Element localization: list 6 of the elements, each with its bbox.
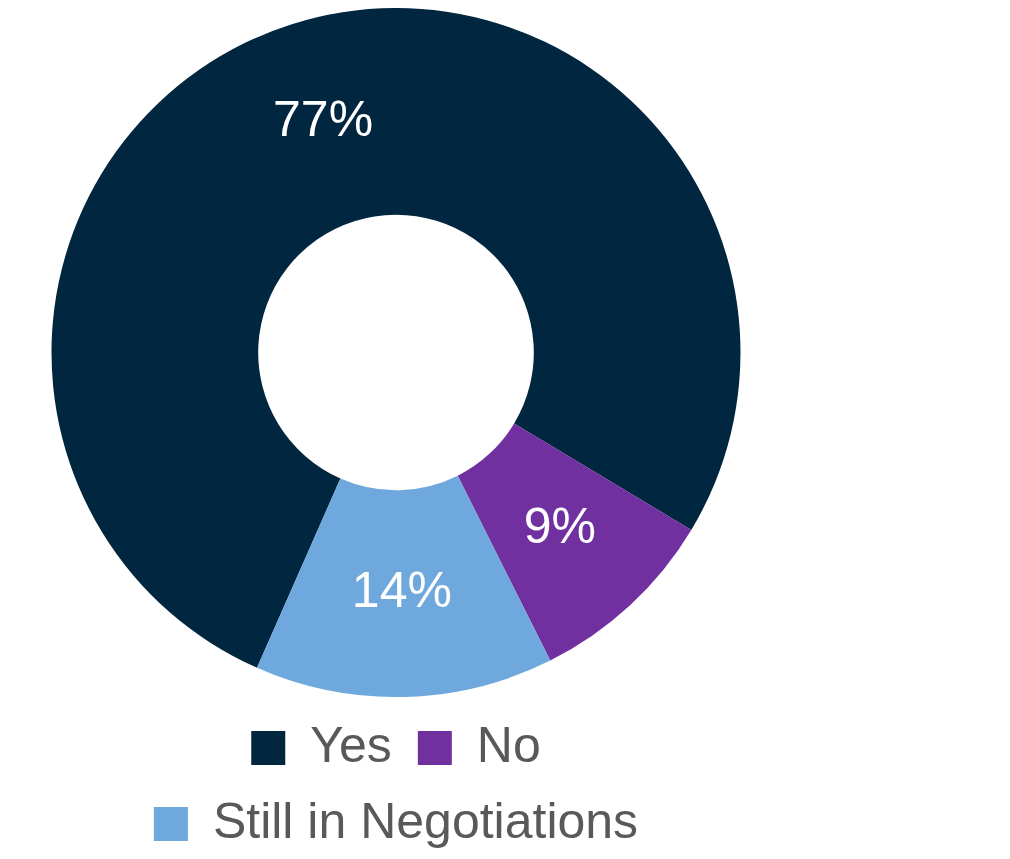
data-label: 14% bbox=[351, 562, 452, 619]
data-label: 9% bbox=[523, 498, 596, 555]
legend-label: Still in Negotiations bbox=[212, 792, 639, 849]
legend-label: No bbox=[476, 716, 541, 773]
data-label: 77% bbox=[273, 91, 374, 148]
legend-label: Yes bbox=[310, 716, 392, 773]
